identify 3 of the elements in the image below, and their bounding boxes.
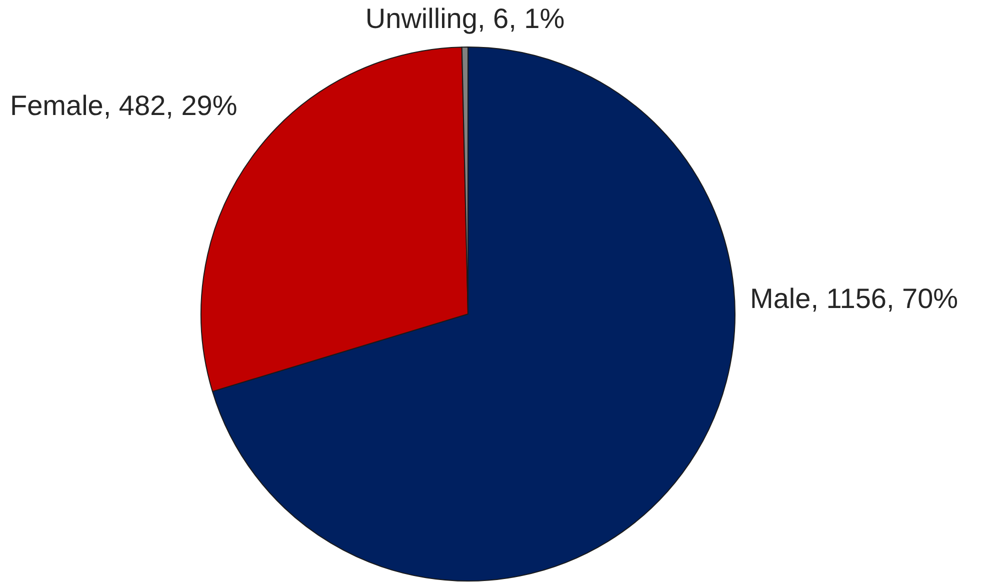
slice-label: Female, 482, 29% [10, 90, 238, 121]
slice-label: Unwilling, 6, 1% [365, 3, 565, 34]
slice-label: Male, 1156, 70% [750, 283, 958, 314]
